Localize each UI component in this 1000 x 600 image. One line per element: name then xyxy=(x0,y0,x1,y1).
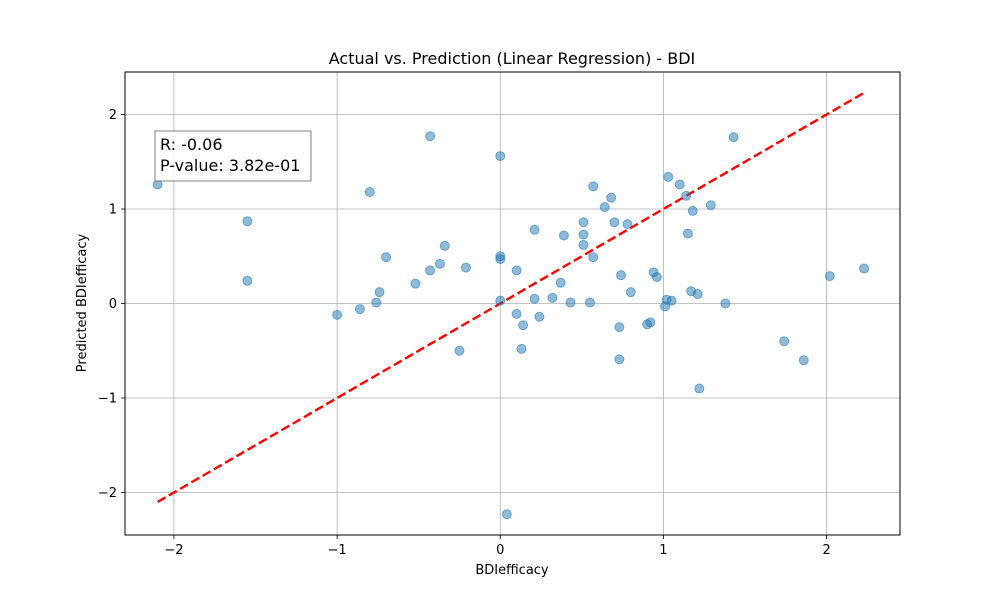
data-point xyxy=(454,345,465,356)
x-tick-label: 0 xyxy=(496,543,504,558)
stats-annotation-box xyxy=(154,130,312,182)
data-point xyxy=(705,200,716,211)
data-point xyxy=(381,252,392,263)
axis-ticks: −2 −1 0 1 2 −2 −1 0 1 2 xyxy=(98,108,831,558)
data-point xyxy=(687,205,698,216)
y-tick-label: −2 xyxy=(98,486,117,501)
data-point xyxy=(555,277,566,288)
reference-line-group xyxy=(157,91,865,503)
data-point xyxy=(585,297,595,308)
data-point xyxy=(374,287,385,298)
data-point xyxy=(614,354,625,365)
data-point xyxy=(616,270,626,281)
data-point xyxy=(625,287,636,298)
data-point xyxy=(859,263,870,274)
chart-title: Actual vs. Prediction (Linear Regression… xyxy=(329,49,696,68)
data-point xyxy=(779,336,790,347)
data-point xyxy=(518,320,529,331)
data-point xyxy=(558,230,569,241)
data-point xyxy=(410,278,421,289)
data-point xyxy=(354,304,365,315)
data-point xyxy=(501,509,512,520)
x-tick-label: −1 xyxy=(328,543,347,558)
data-point xyxy=(364,187,375,198)
data-point xyxy=(425,131,436,142)
data-point xyxy=(516,343,527,354)
data-point xyxy=(645,317,656,328)
x-tick-label: −2 xyxy=(164,543,183,558)
data-point xyxy=(547,292,558,303)
data-point xyxy=(578,229,589,240)
data-point xyxy=(682,228,693,239)
data-point xyxy=(588,252,599,263)
x-axis-label: BDIefficacy xyxy=(475,563,549,578)
data-point xyxy=(663,171,674,182)
data-point xyxy=(529,224,540,235)
x-tick-label: 2 xyxy=(822,543,830,558)
r-value-text: R: -0.06 xyxy=(160,135,223,154)
data-point xyxy=(674,179,685,190)
data-point xyxy=(588,181,599,192)
data-points xyxy=(152,131,870,520)
data-point xyxy=(728,132,739,143)
data-point xyxy=(692,289,703,300)
data-point xyxy=(332,309,343,320)
data-point xyxy=(606,192,617,203)
data-point xyxy=(511,308,522,319)
data-point xyxy=(578,239,589,250)
reference-line xyxy=(157,91,865,503)
data-point xyxy=(622,219,633,230)
data-point xyxy=(681,190,692,201)
data-point xyxy=(720,298,731,309)
data-point xyxy=(578,217,589,228)
data-point xyxy=(495,151,506,162)
data-point xyxy=(495,295,506,306)
y-tick-label: −1 xyxy=(98,391,117,406)
x-tick-label: 1 xyxy=(659,543,667,558)
y-axis-label: Predicted BDIefficacy xyxy=(75,233,90,372)
p-value-text: P-value: 3.82e-01 xyxy=(160,156,300,175)
data-point xyxy=(599,202,610,213)
data-point xyxy=(798,355,809,366)
y-tick-label: 0 xyxy=(109,297,117,312)
data-point xyxy=(609,217,620,228)
data-point xyxy=(666,295,677,306)
data-point xyxy=(614,322,625,333)
data-point xyxy=(495,254,506,265)
data-point xyxy=(511,265,522,276)
data-point xyxy=(694,383,705,394)
y-tick-label: 1 xyxy=(109,203,117,218)
data-point xyxy=(371,297,382,308)
data-point xyxy=(461,262,471,273)
data-point xyxy=(242,216,253,227)
y-tick-label: 2 xyxy=(109,108,117,123)
data-point xyxy=(529,293,540,304)
data-point xyxy=(439,240,450,251)
data-point xyxy=(434,258,445,269)
data-point xyxy=(565,297,576,308)
data-point xyxy=(824,271,835,282)
data-point xyxy=(425,265,436,276)
stats-annotation: R: -0.06 P-value: 3.82e-01 xyxy=(154,130,312,182)
data-point xyxy=(534,311,545,322)
data-point xyxy=(242,275,253,286)
data-point xyxy=(651,272,662,283)
